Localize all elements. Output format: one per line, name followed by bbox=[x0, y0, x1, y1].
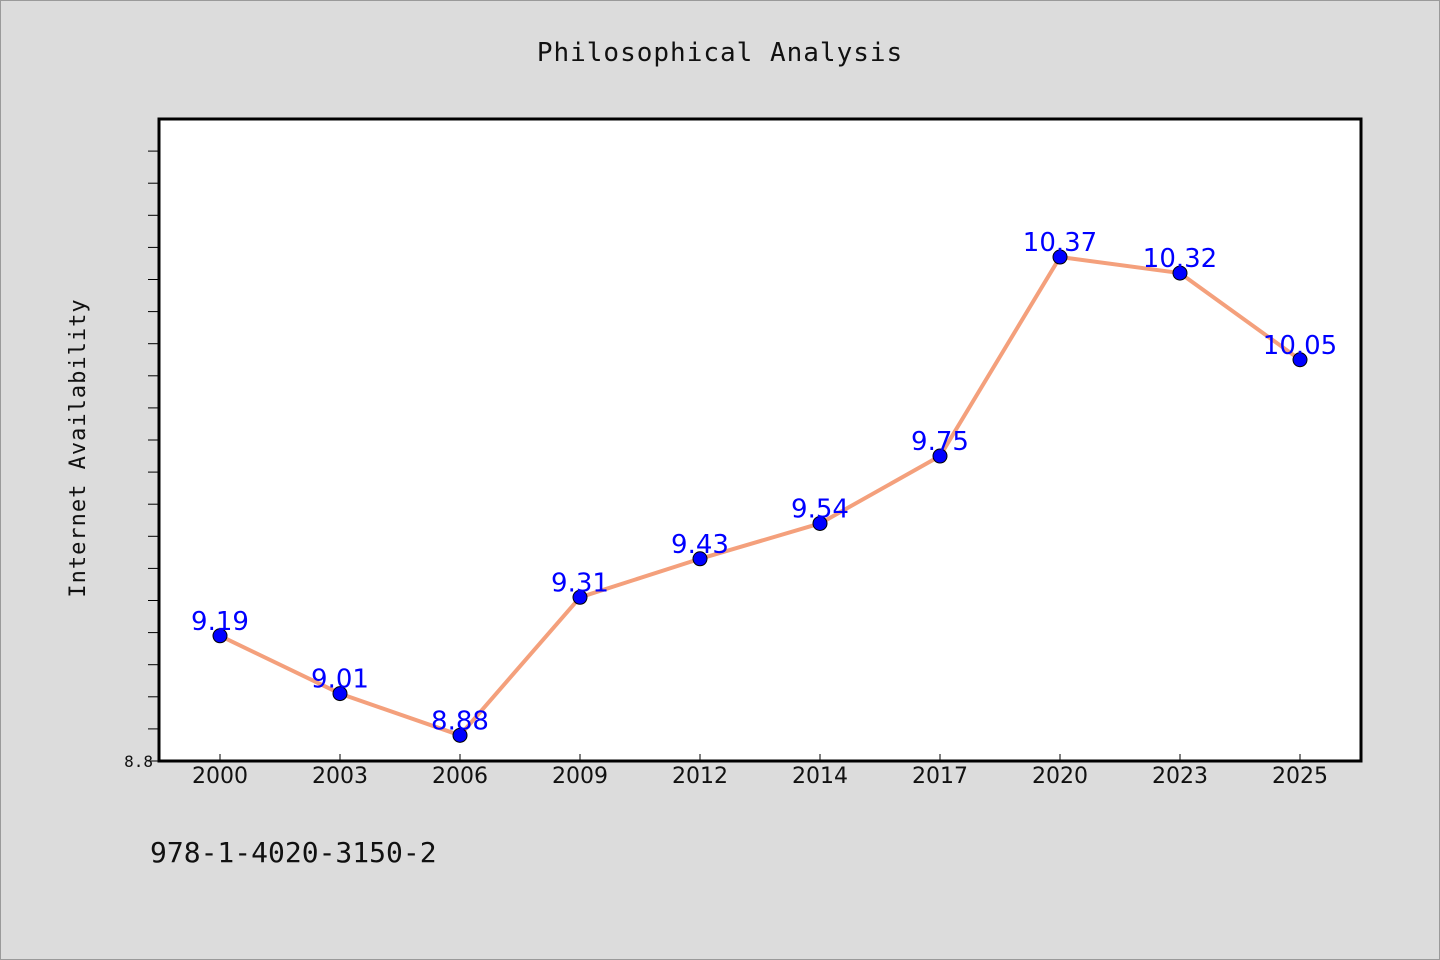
x-tick-label: 2006 bbox=[432, 764, 488, 789]
x-tick-label: 2012 bbox=[672, 764, 728, 789]
data-label: 10.05 bbox=[1263, 331, 1337, 361]
y-tick-label: 8.8 bbox=[124, 752, 153, 771]
data-point-marker bbox=[692, 551, 708, 567]
footnote-isbn: 978-1-4020-3150-2 bbox=[150, 836, 437, 869]
data-point-marker bbox=[812, 515, 828, 531]
y-axis-label: Internet Availability bbox=[66, 298, 91, 597]
x-tick-label: 2025 bbox=[1272, 764, 1328, 789]
data-point-marker bbox=[1172, 265, 1188, 281]
data-point-marker bbox=[452, 727, 468, 743]
data-point-marker bbox=[1052, 249, 1068, 265]
series-line bbox=[219, 255, 1302, 738]
data-label: 9.31 bbox=[551, 568, 609, 598]
x-tick-label: 2014 bbox=[792, 764, 848, 789]
x-tick-label: 2003 bbox=[312, 764, 368, 789]
data-markers bbox=[212, 249, 1308, 743]
data-point-marker bbox=[212, 628, 228, 644]
data-label: 9.43 bbox=[671, 530, 729, 560]
x-tick-label: 2020 bbox=[1032, 764, 1088, 789]
data-point-marker bbox=[932, 448, 948, 464]
data-label: 9.19 bbox=[191, 607, 249, 637]
x-tick-label: 2023 bbox=[1152, 764, 1208, 789]
x-tick-label: 2017 bbox=[912, 764, 968, 789]
data-label: 10.32 bbox=[1143, 244, 1217, 274]
x-tick-label: 2000 bbox=[192, 764, 248, 789]
data-labels: 9.19 9.01 8.88 9.31 9.43 9.54 9.75 10.37 10.32 10… bbox=[191, 228, 1337, 736]
data-label: 8.88 bbox=[431, 706, 489, 736]
data-point-marker bbox=[572, 589, 588, 605]
data-point-marker bbox=[1292, 352, 1308, 368]
y-axis-ticks bbox=[148, 150, 159, 762]
x-axis-ticks bbox=[219, 754, 1301, 761]
chart-title: Philosophical Analysis bbox=[537, 38, 903, 68]
x-tick-label: 2009 bbox=[552, 764, 608, 789]
data-label: 9.54 bbox=[791, 494, 849, 524]
plot-area bbox=[157, 117, 1363, 763]
data-label: 10.37 bbox=[1023, 228, 1097, 258]
data-label: 9.01 bbox=[311, 665, 369, 695]
data-point-marker bbox=[332, 686, 348, 702]
data-label: 9.75 bbox=[911, 427, 969, 457]
series-line-group bbox=[219, 255, 1302, 738]
x-axis-tick-labels: 2000 2003 2006 2009 2012 2014 2017 2020 2023 2025 bbox=[192, 764, 1328, 789]
